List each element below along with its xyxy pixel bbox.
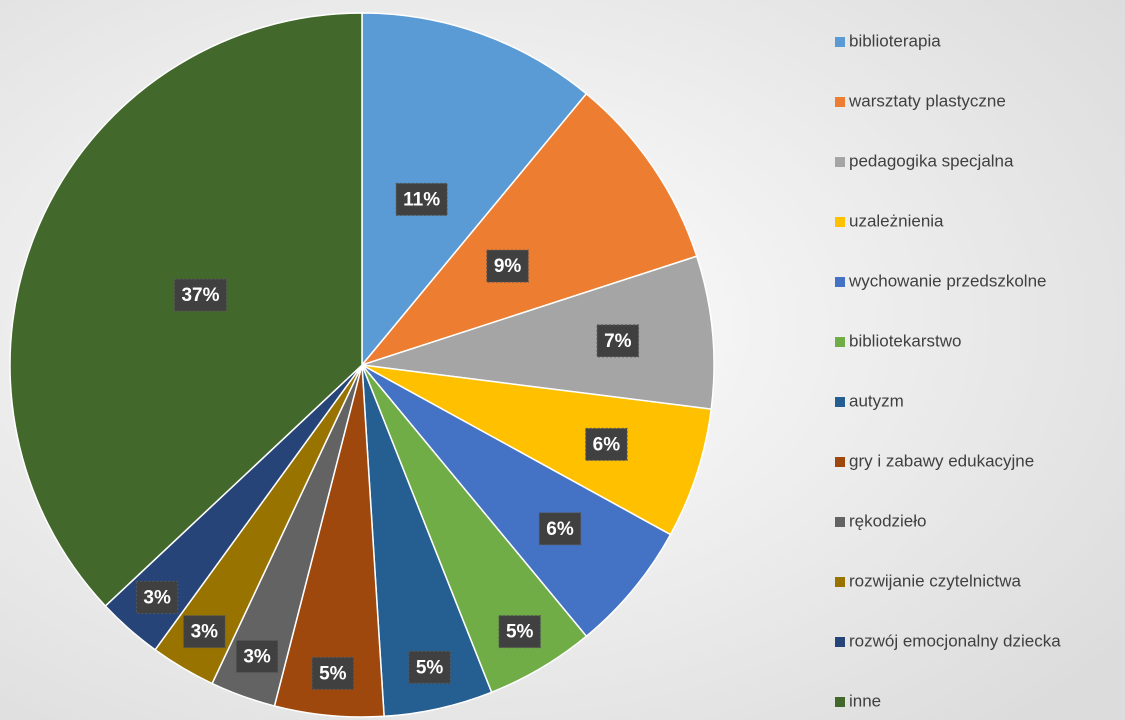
- legend-swatch: [835, 517, 845, 527]
- legend-swatch: [835, 277, 845, 287]
- data-label-box: [498, 615, 541, 649]
- legend-label: pedagogika specjalna: [849, 151, 1014, 170]
- pie-slice: [361, 12, 588, 368]
- legend-swatch: [835, 337, 845, 347]
- legend-swatch: [835, 457, 845, 467]
- legend-swatch: [835, 697, 845, 707]
- data-label-box: [395, 182, 448, 216]
- data-label: 3%: [243, 646, 271, 667]
- legend-label: rozwój emocjonalny dziecka: [849, 631, 1061, 650]
- data-label: 5%: [416, 657, 444, 678]
- data-label: 9%: [494, 256, 522, 277]
- data-label-box: [183, 615, 226, 649]
- data-label: 6%: [546, 519, 574, 540]
- legend-label: bibliotekarstwo: [849, 331, 961, 350]
- pie-slice: [361, 364, 672, 638]
- data-label-box: [173, 278, 227, 312]
- legend-swatch: [835, 97, 845, 107]
- legend-swatch: [835, 397, 845, 407]
- data-label-box: [538, 512, 582, 546]
- data-label: 5%: [506, 622, 534, 643]
- legend-label: gry i zabawy edukacyjne: [849, 451, 1034, 470]
- legend-swatch: [835, 637, 845, 647]
- data-label: 37%: [181, 285, 219, 306]
- legend-label: wychowanie przedszkolne: [848, 271, 1047, 290]
- data-label: 3%: [143, 587, 171, 608]
- data-label-box: [585, 427, 628, 461]
- pie-slice: [359, 92, 698, 367]
- legend-label: biblioterapia: [849, 31, 941, 50]
- legend-swatch: [835, 157, 845, 167]
- data-label-box: [235, 639, 279, 673]
- data-label-box: [486, 249, 529, 283]
- data-label: 11%: [403, 189, 440, 210]
- data-label-box: [135, 580, 179, 614]
- data-label: 5%: [319, 663, 347, 684]
- data-label: 6%: [593, 434, 621, 455]
- pie-slice: [361, 364, 713, 536]
- data-label: 7%: [604, 331, 632, 352]
- legend-label: autyzm: [849, 391, 904, 410]
- pie-slice: [361, 255, 715, 410]
- legend-swatch: [835, 577, 845, 587]
- legend-label: inne: [849, 691, 881, 710]
- legend-swatch: [835, 37, 845, 47]
- legend-swatch: [835, 217, 845, 227]
- legend-label: rękodzieło: [849, 511, 927, 530]
- data-label-box: [596, 324, 640, 358]
- data-label-box: [311, 656, 355, 690]
- legend-label: rozwijanie czytelnictwa: [849, 571, 1021, 590]
- legend-label: warsztaty plastyczne: [848, 91, 1006, 110]
- data-label-box: [408, 650, 451, 684]
- legend-label: uzależnienia: [849, 211, 944, 230]
- data-label: 3%: [191, 622, 219, 643]
